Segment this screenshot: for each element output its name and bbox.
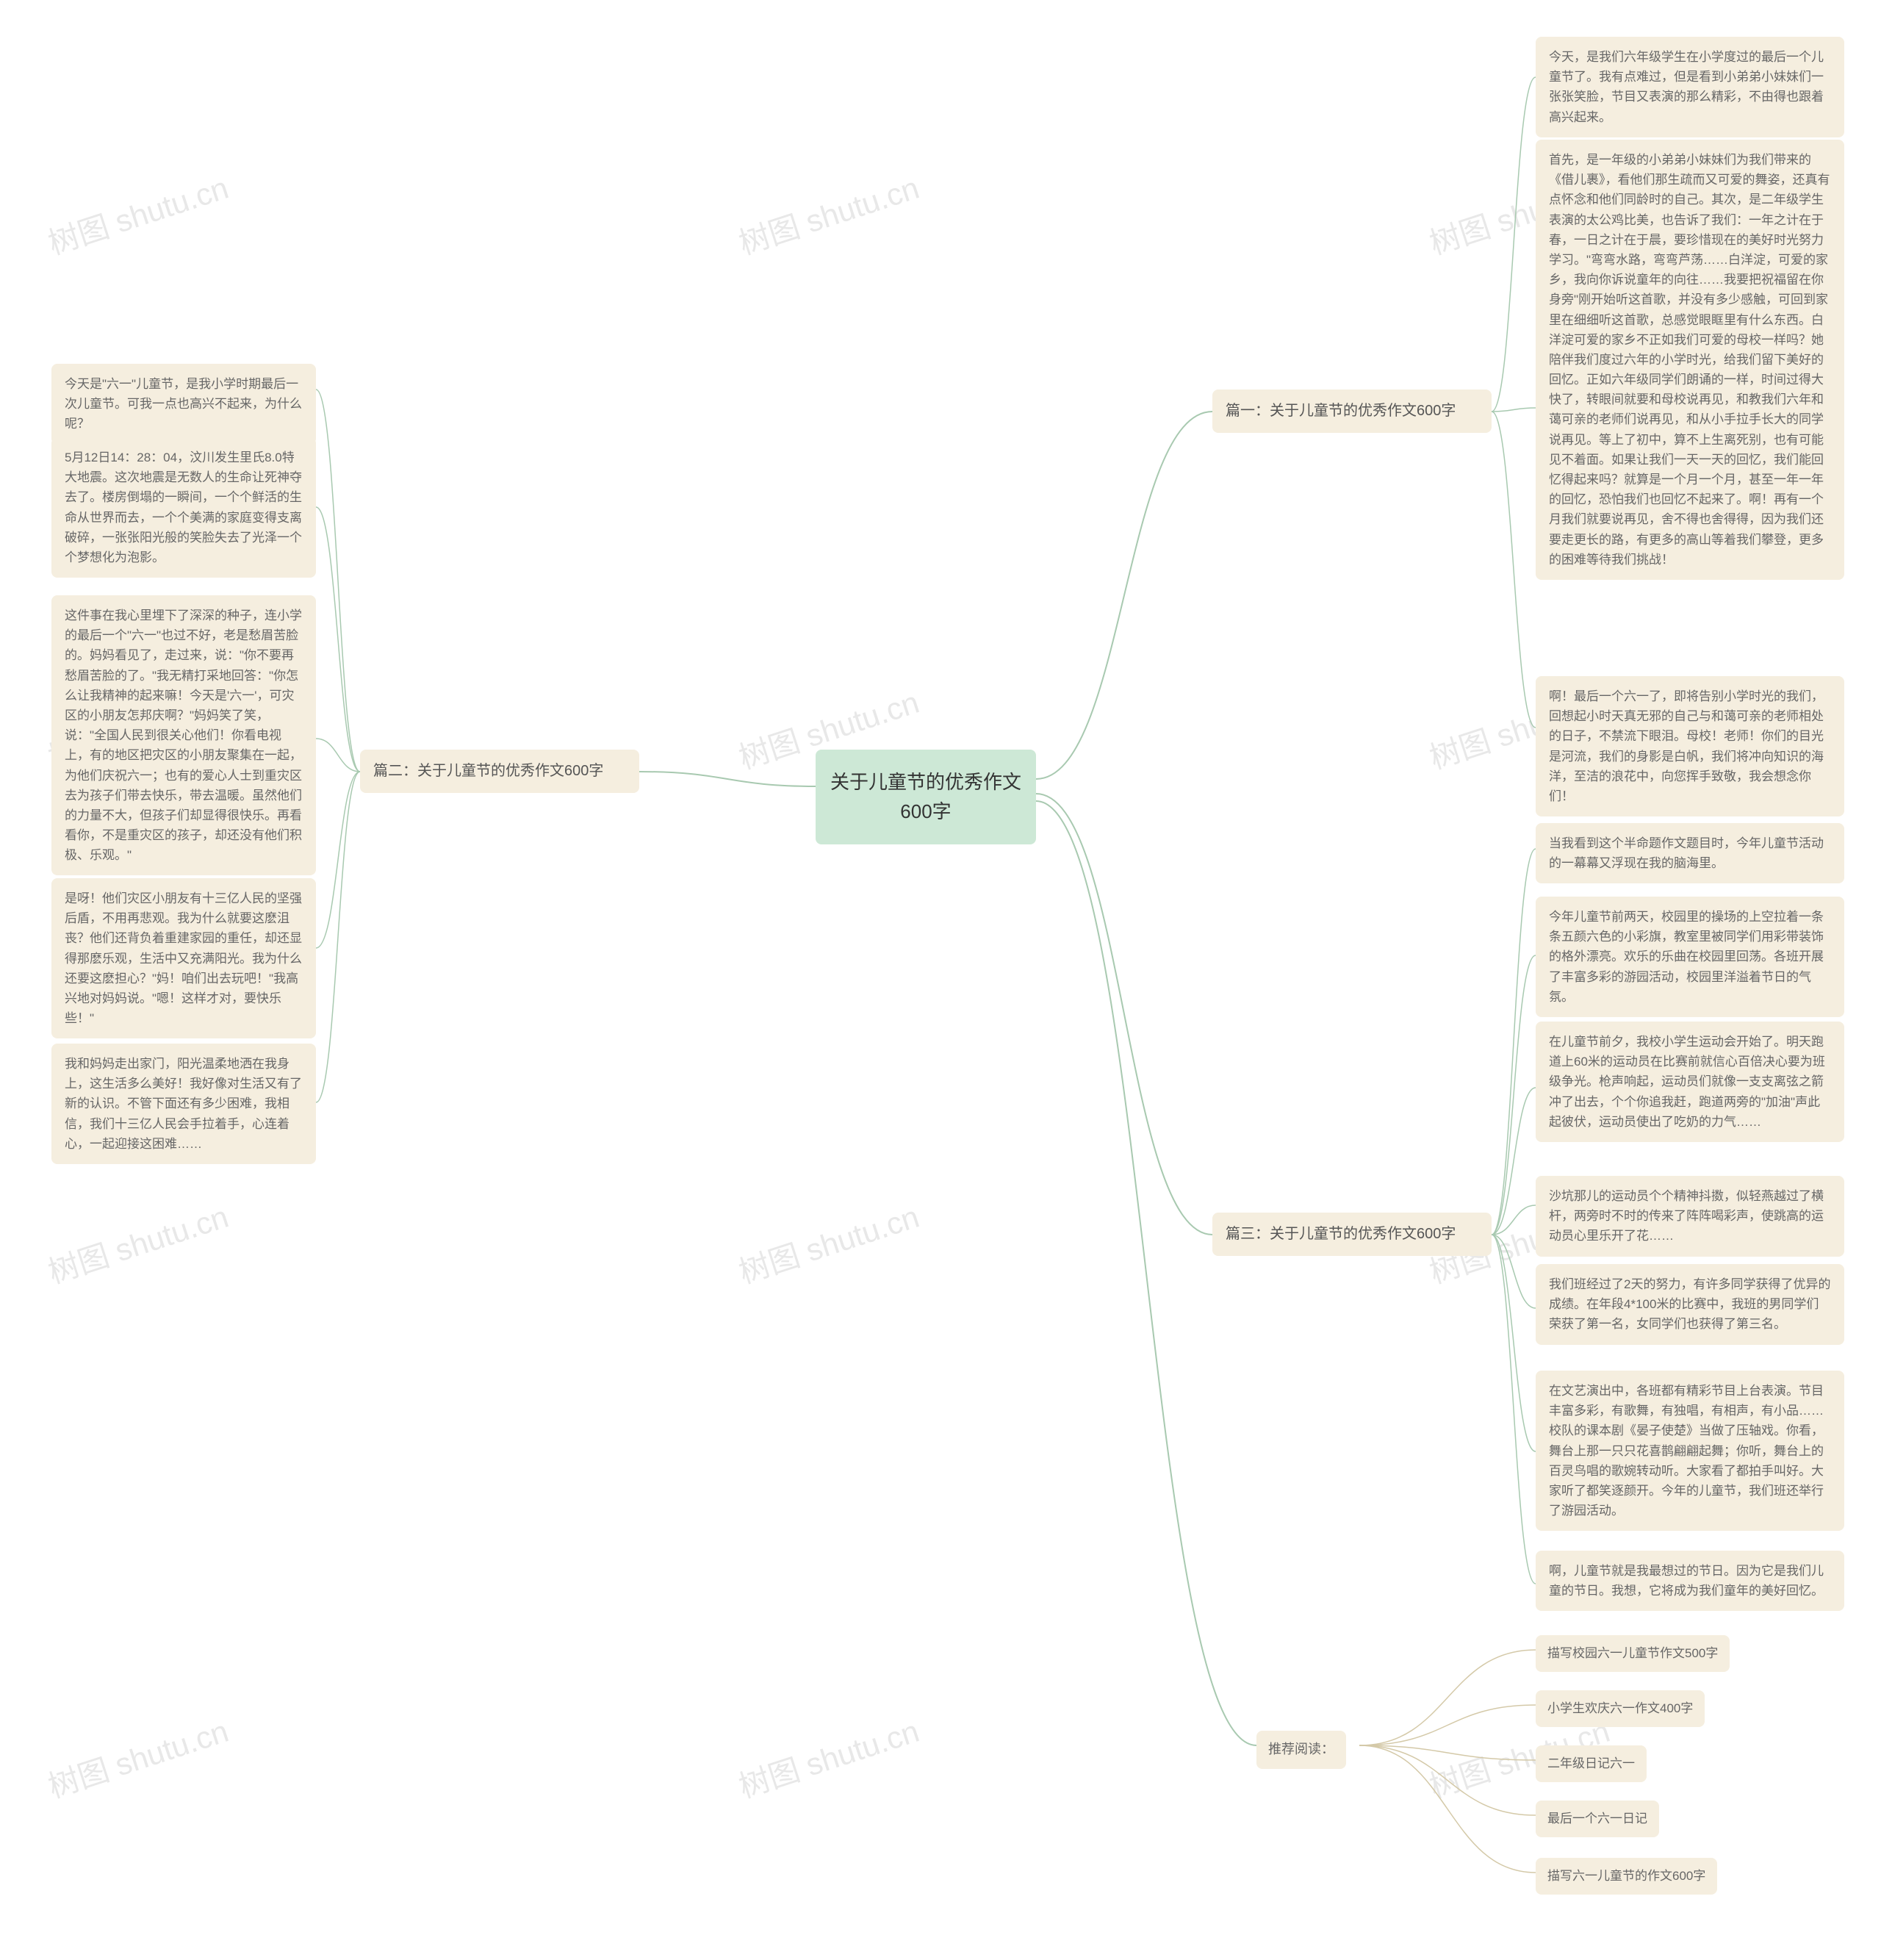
leaf-b2-4[interactable]: 是呀！他们灾区小朋友有十三亿人民的坚强后盾，不用再悲观。我为什么就要这麽沮丧？他…: [51, 878, 316, 1038]
watermark: 树图 shutu.cn: [733, 1706, 924, 1807]
leaf-b3-3[interactable]: 在儿童节前夕，我校小学生运动会开始了。明天跑道上60米的运动员在比赛前就信心百倍…: [1536, 1022, 1844, 1142]
leaf-b3-7[interactable]: 啊，儿童节就是我最想过的节日。因为它是我们儿童的节日。我想，它将成为我们童年的美…: [1536, 1551, 1844, 1611]
watermark: 树图 shutu.cn: [733, 163, 924, 264]
recommend-item-3[interactable]: 最后一个六一日记: [1536, 1801, 1659, 1837]
recommend-item-0[interactable]: 描写校园六一儿童节作文500字: [1536, 1635, 1730, 1672]
watermark: 树图 shutu.cn: [42, 1192, 234, 1293]
leaf-b2-2[interactable]: 5月12日14：28：04，汶川发生里氏8.0特大地震。这次地震是无数人的生命让…: [51, 437, 316, 578]
branch-1[interactable]: 篇一：关于儿童节的优秀作文600字: [1212, 390, 1492, 433]
recommend-item-2[interactable]: 二年级日记六一: [1536, 1745, 1647, 1782]
leaf-b3-1[interactable]: 当我看到这个半命题作文题目时，今年儿童节活动的一幕幕又浮现在我的脑海里。: [1536, 823, 1844, 883]
leaf-b3-2[interactable]: 今年儿童节前两天，校园里的操场的上空拉着一条条五颜六色的小彩旗，教室里被同学们用…: [1536, 897, 1844, 1017]
watermark: 树图 shutu.cn: [42, 163, 234, 264]
recommend-item-1[interactable]: 小学生欢庆六一作文400字: [1536, 1690, 1705, 1727]
branch-2[interactable]: 篇二：关于儿童节的优秀作文600字: [360, 750, 639, 793]
leaf-b1-2[interactable]: 首先，是一年级的小弟弟小妹妹们为我们带来的《借儿裹》，看他们那生疏而又可爱的舞姿…: [1536, 140, 1844, 580]
center-node[interactable]: 关于儿童节的优秀作文600字: [816, 750, 1036, 844]
recommend-label[interactable]: 推荐阅读：: [1256, 1731, 1346, 1769]
leaf-b2-1[interactable]: 今天是"六一"儿童节，是我小学时期最后一次儿童节。可我一点也高兴不起来，为什么呢…: [51, 364, 316, 445]
leaf-b3-4[interactable]: 沙坑那儿的运动员个个精神抖擞，似轻燕越过了横杆，两旁时不时的传来了阵阵喝彩声，使…: [1536, 1176, 1844, 1257]
watermark: 树图 shutu.cn: [733, 1192, 924, 1293]
leaf-b1-1[interactable]: 今天，是我们六年级学生在小学度过的最后一个儿童节了。我有点难过，但是看到小弟弟小…: [1536, 37, 1844, 137]
recommend-item-4[interactable]: 描写六一儿童节的作文600字: [1536, 1858, 1717, 1895]
leaf-b2-3[interactable]: 这件事在我心里埋下了深深的种子，连小学的最后一个"六一"也过不好，老是愁眉苦脸的…: [51, 595, 316, 875]
leaf-b1-3[interactable]: 啊！最后一个六一了，即将告别小学时光的我们，回想起小时天真无邪的自己与和蔼可亲的…: [1536, 676, 1844, 816]
mindmap-container: 树图 shutu.cn 树图 shutu.cn 树图 shutu.cn 树图 s…: [0, 0, 1881, 1960]
leaf-b2-5[interactable]: 我和妈妈走出家门，阳光温柔地洒在我身上，这生活多么美好！我好像对生活又有了新的认…: [51, 1044, 316, 1164]
leaf-b3-6[interactable]: 在文艺演出中，各班都有精彩节目上台表演。节目丰富多彩，有歌舞，有独唱，有相声，有…: [1536, 1371, 1844, 1531]
leaf-b3-5[interactable]: 我们班经过了2天的努力，有许多同学获得了优异的成绩。在年段4*100米的比赛中，…: [1536, 1264, 1844, 1345]
watermark: 树图 shutu.cn: [42, 1706, 234, 1807]
branch-3[interactable]: 篇三：关于儿童节的优秀作文600字: [1212, 1213, 1492, 1256]
